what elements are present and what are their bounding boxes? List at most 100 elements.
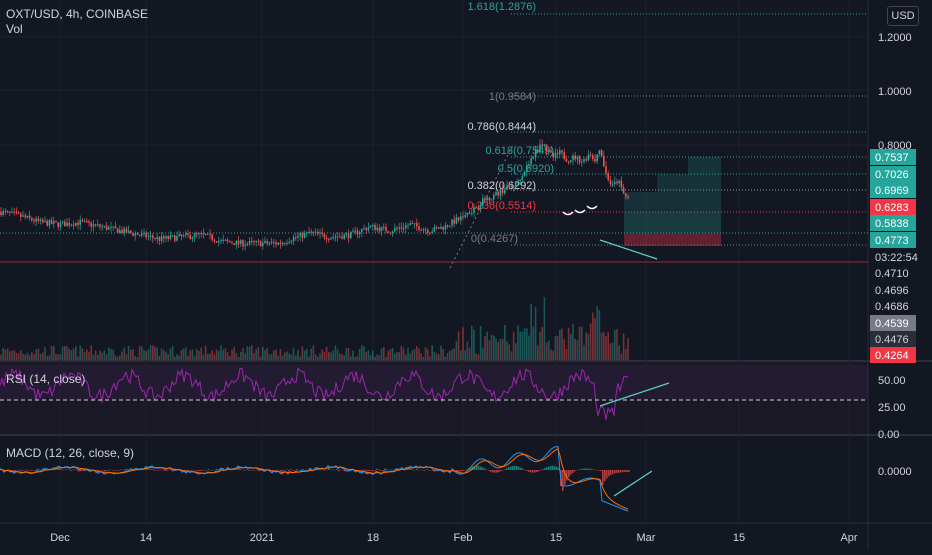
macd-histogram-bar xyxy=(366,470,368,472)
macd-histogram-bar xyxy=(240,469,242,470)
macd-tick: 0.0000 xyxy=(878,466,912,478)
volume-bar xyxy=(132,349,134,360)
candle-body xyxy=(90,222,92,227)
candle-body xyxy=(17,212,20,214)
macd-histogram-bar xyxy=(496,470,498,473)
candle-body xyxy=(358,232,361,235)
macd-histogram-bar xyxy=(40,469,42,471)
candle-body xyxy=(488,197,491,201)
fib-label: 0.786(0.8444) xyxy=(468,121,537,133)
macd-histogram-bar xyxy=(194,470,196,471)
candle-body xyxy=(149,235,152,237)
volume-bar xyxy=(554,336,557,360)
volume-bar xyxy=(343,355,345,360)
volume-bar xyxy=(17,353,20,360)
volume-bar xyxy=(372,350,374,360)
volume-bar xyxy=(0,354,2,360)
macd-histogram-bar xyxy=(338,470,340,472)
macd-histogram-bar xyxy=(290,469,292,470)
candle-body xyxy=(493,194,495,200)
volume-bar xyxy=(361,345,363,360)
projection-boxes[interactable] xyxy=(599,157,721,260)
candle-body xyxy=(413,223,416,225)
volume-bar xyxy=(402,348,405,360)
volume-bar xyxy=(380,348,383,360)
volume-bar xyxy=(515,343,517,360)
volume-bar xyxy=(585,332,587,360)
price-badge-label: 0.5838 xyxy=(875,218,909,230)
volume-bar xyxy=(416,345,418,360)
volume-bar xyxy=(295,355,297,360)
volume-bar xyxy=(222,349,224,360)
indicator-axis[interactable]: 50.00 25.00 0.00 0.0000 xyxy=(878,375,912,478)
macd-histogram-bar xyxy=(458,470,460,472)
volume-bar xyxy=(400,345,403,360)
volume-bar xyxy=(94,350,97,360)
macd-legend[interactable]: MACD (12, 26, close, 9) xyxy=(6,446,135,460)
candle-body xyxy=(246,243,249,245)
price-badge-label: 0.4710 xyxy=(875,268,909,280)
macd-histogram-bar xyxy=(456,470,458,472)
volume-bar xyxy=(174,356,176,360)
candle-body xyxy=(363,228,365,230)
macd-histogram-bar xyxy=(626,470,628,473)
volume-bar xyxy=(464,350,466,360)
volume-bar xyxy=(396,352,398,360)
candle-body xyxy=(517,180,519,182)
currency-button[interactable]: USD xyxy=(887,6,919,26)
volume-bar xyxy=(246,346,249,360)
volume-bar xyxy=(136,356,139,360)
macd-histogram-bar xyxy=(534,470,536,473)
volume-bar xyxy=(482,347,484,360)
volume-bar xyxy=(587,334,590,360)
candle-body xyxy=(270,242,273,244)
volume-bar xyxy=(108,347,110,360)
symbol-title[interactable]: OXT/USD, 4h, COINBASE xyxy=(6,7,149,21)
volume-bar xyxy=(570,333,572,360)
macd-histogram-bar xyxy=(296,469,298,470)
volume-bar xyxy=(176,354,178,360)
candle-body xyxy=(396,228,398,230)
volume-bar xyxy=(556,336,559,360)
volume-bar xyxy=(345,347,348,360)
candle-body xyxy=(229,241,231,243)
volume-bar xyxy=(504,324,506,360)
candle-body xyxy=(68,222,70,226)
volume-label[interactable]: Vol xyxy=(6,22,23,36)
macd-histogram-bar xyxy=(192,469,194,471)
price-badge xyxy=(870,182,916,198)
volume-bar xyxy=(376,354,378,360)
macd-histogram-bar xyxy=(526,470,528,471)
volume-bar xyxy=(288,353,290,360)
macd-histogram-bar xyxy=(430,469,432,471)
rsi-legend[interactable]: RSI (14, close) xyxy=(6,372,86,386)
fibonacci-retracement[interactable]: 1.618(1.2876) 1(0.9584) 0.786(0.8444) 0.… xyxy=(449,1,868,269)
candle-body xyxy=(605,166,607,174)
candle-body xyxy=(361,229,363,233)
macd-histogram-bar xyxy=(624,470,626,473)
macd-histogram-bar xyxy=(506,468,508,470)
price-badge xyxy=(870,249,926,265)
price-badge xyxy=(870,166,916,182)
macd-histogram-bar xyxy=(116,470,118,471)
candle-body xyxy=(616,181,618,184)
macd-histogram-bar xyxy=(324,470,326,471)
macd-histogram-bar xyxy=(244,470,246,471)
macd-histogram-bar xyxy=(74,469,76,470)
macd-histogram-bar xyxy=(552,465,554,470)
pivot-marker xyxy=(586,205,598,210)
candle-body xyxy=(31,217,33,221)
macd-histogram-bar xyxy=(476,465,478,470)
macd-histogram-bar xyxy=(210,469,212,471)
volume-bar xyxy=(121,351,123,360)
volume-bar xyxy=(347,347,350,360)
candle-body xyxy=(268,243,271,245)
time-axis[interactable]: Dec 14 2021 18 Feb 15 Mar 15 Apr xyxy=(50,532,858,544)
candle-body xyxy=(508,184,510,187)
volume-bar xyxy=(394,353,396,360)
volume-bar xyxy=(598,310,601,360)
price-axis[interactable]: 1.2000 1.0000 0.8000 xyxy=(878,32,912,152)
volume-bar xyxy=(141,346,143,360)
